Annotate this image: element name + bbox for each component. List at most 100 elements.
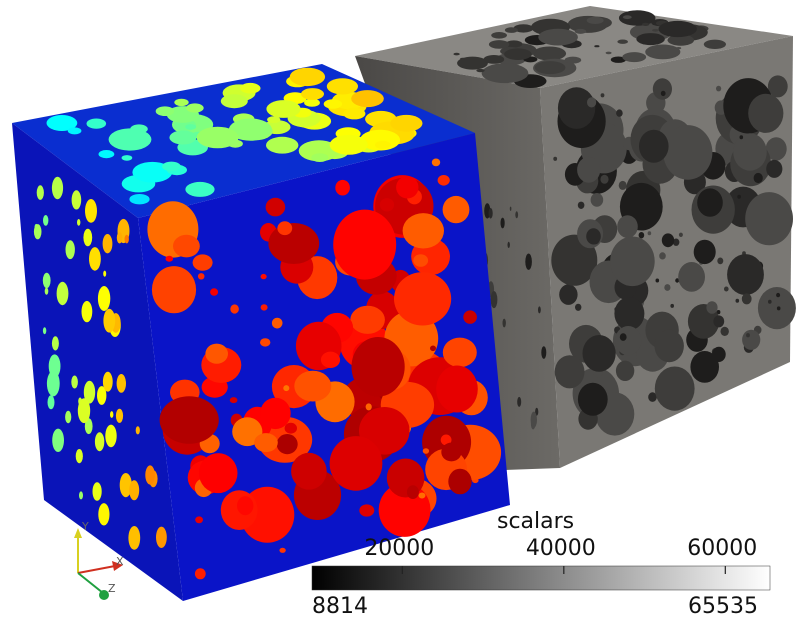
pore: [675, 278, 680, 283]
grain: [77, 219, 81, 226]
grain: [195, 516, 204, 524]
pore: [553, 156, 558, 161]
grain: [186, 103, 204, 113]
grain: [85, 199, 97, 223]
grain: [81, 300, 93, 323]
grain: [47, 395, 55, 410]
pore: [457, 56, 488, 70]
colorbar-title: scalars: [497, 509, 575, 534]
pore: [496, 34, 503, 37]
pore: [617, 215, 638, 239]
pore: [716, 85, 722, 92]
grain: [271, 317, 283, 329]
axes-triad: Y X Z: [74, 520, 124, 600]
pore: [622, 52, 647, 63]
pore: [672, 238, 680, 246]
grain: [260, 304, 268, 311]
grain: [174, 98, 189, 107]
grain: [42, 327, 47, 335]
pore: [586, 16, 604, 24]
grain: [441, 442, 462, 462]
colorbar-max-label: 65535: [688, 594, 758, 619]
grain: [145, 465, 155, 485]
pore: [717, 257, 724, 265]
grain: [198, 453, 238, 494]
pore: [693, 239, 716, 265]
pore: [639, 129, 669, 163]
colorbar: [311, 565, 771, 591]
z-axis-marker-icon: [99, 590, 109, 600]
grain: [51, 336, 59, 351]
grain: [110, 411, 114, 418]
grain: [291, 452, 327, 490]
pore: [504, 27, 518, 33]
colorbar-ticks: [401, 566, 726, 574]
grain: [83, 228, 93, 247]
grain: [46, 370, 60, 397]
grain: [260, 397, 291, 430]
grain: [94, 432, 105, 452]
grain: [52, 428, 64, 452]
pore: [577, 382, 608, 416]
z-axis-label: Z: [108, 582, 116, 595]
pore: [652, 78, 673, 100]
grain: [89, 247, 101, 271]
grain: [129, 480, 140, 501]
pore: [460, 57, 466, 61]
grain: [185, 181, 215, 197]
grain: [359, 504, 375, 517]
grain: [162, 161, 181, 172]
pore: [713, 315, 725, 328]
grain: [268, 223, 320, 264]
pore: [541, 346, 547, 359]
pore: [594, 45, 600, 48]
pore: [509, 206, 512, 211]
pore: [776, 306, 781, 311]
pore: [559, 284, 578, 305]
color-cube-left-face: [12, 123, 183, 601]
pore: [453, 52, 460, 56]
grain: [323, 99, 343, 109]
pore: [574, 28, 587, 34]
grain: [44, 287, 49, 295]
grain: [379, 198, 395, 212]
grain: [103, 270, 107, 277]
grain: [283, 385, 290, 392]
grain: [351, 337, 405, 397]
grain: [119, 473, 132, 498]
grain: [276, 434, 298, 455]
grain: [350, 305, 385, 334]
pore: [504, 48, 532, 60]
pore: [615, 360, 635, 381]
pore: [614, 297, 645, 331]
grain: [192, 254, 213, 271]
grain: [103, 308, 116, 333]
grain: [413, 254, 429, 267]
pore: [654, 329, 684, 363]
grain: [260, 338, 271, 347]
grain: [128, 526, 141, 550]
pore: [490, 291, 498, 309]
pore: [766, 159, 783, 178]
pore: [586, 228, 601, 245]
grain: [151, 266, 197, 314]
pore: [600, 93, 605, 98]
grain: [169, 130, 197, 145]
pore: [483, 55, 505, 64]
grain: [396, 176, 419, 199]
grain: [448, 468, 472, 495]
grain: [267, 116, 281, 124]
pore: [645, 44, 681, 60]
pore: [678, 232, 683, 237]
pore: [697, 188, 723, 217]
grain: [43, 215, 49, 226]
grain: [102, 371, 113, 392]
grain: [155, 106, 175, 116]
grain: [205, 343, 228, 364]
grain: [116, 232, 123, 244]
grain: [229, 397, 238, 404]
y-axis-arrow-icon: [74, 528, 82, 538]
grain: [156, 526, 167, 548]
grain: [56, 281, 69, 306]
